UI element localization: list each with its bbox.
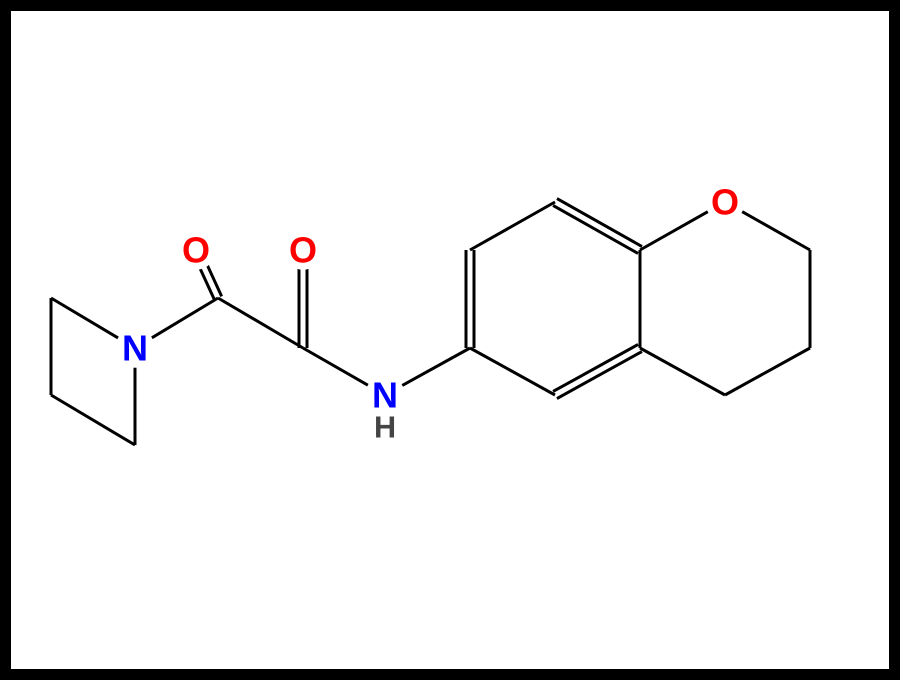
- O-label: O: [711, 182, 739, 223]
- O-label: O: [182, 230, 210, 271]
- O-label: O: [289, 230, 317, 271]
- N-label: N: [372, 375, 398, 416]
- N-label: N: [122, 328, 148, 369]
- hydrogen-label: H: [374, 410, 396, 444]
